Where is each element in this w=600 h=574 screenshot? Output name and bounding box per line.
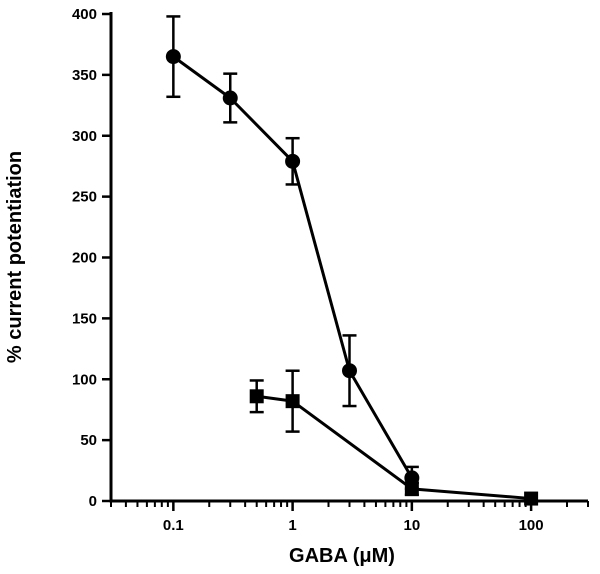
x-tick-label: 10 — [404, 517, 421, 534]
y-tick-label: 200 — [72, 250, 97, 267]
y-tick-label: 0 — [89, 493, 97, 510]
series-2 — [249, 369, 539, 506]
data-point — [404, 481, 419, 496]
series-line — [256, 394, 532, 501]
data-point — [222, 90, 238, 106]
data-point — [249, 389, 264, 404]
x-tick-label: 100 — [519, 517, 544, 534]
y-tick-label: 350 — [72, 67, 97, 84]
data-point — [342, 363, 357, 379]
data-point — [285, 153, 301, 169]
y-tick-label: 50 — [80, 432, 97, 449]
y-tick-label: 300 — [72, 128, 97, 145]
x-axis: 0.1 1 10 100 — [109, 499, 589, 534]
y-tick-label: 100 — [72, 371, 97, 388]
data-point — [285, 394, 300, 409]
y-tick-label: 150 — [72, 310, 97, 327]
data-point — [524, 491, 539, 506]
y-tick-label: 250 — [72, 189, 97, 206]
x-axis-title: GABA (μM) — [289, 545, 395, 567]
y-axis-title: % current potentiation — [4, 151, 26, 363]
y-axis: 0 50 100 150 200 250 300 350 400 — [72, 6, 113, 510]
plot-area — [165, 15, 539, 506]
y-tick-label: 400 — [72, 6, 97, 23]
x-tick-label: 0.1 — [163, 517, 184, 534]
x-tick-label: 1 — [288, 517, 296, 534]
data-point — [165, 49, 181, 65]
